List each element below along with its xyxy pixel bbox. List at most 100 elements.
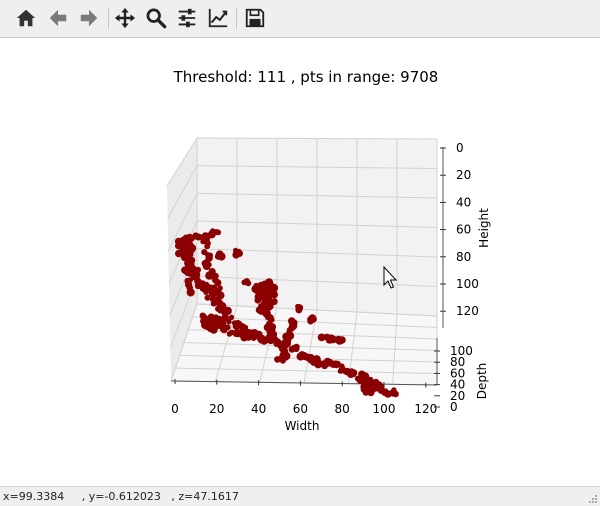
grid-lines <box>166 137 438 386</box>
line-chart-icon <box>208 8 228 28</box>
x-tick-label: 20 <box>209 402 224 416</box>
scatter-point <box>262 302 270 311</box>
scatter-point <box>221 308 229 316</box>
scatter-point <box>213 277 219 284</box>
scatter-point <box>194 266 202 274</box>
scatter-point <box>250 335 257 341</box>
scatter-point <box>369 387 376 394</box>
chart-title: Threshold: 111 , pts in range: 9708 <box>173 68 439 86</box>
scatter-point <box>226 318 232 325</box>
height-tick-label: 120 <box>456 304 479 318</box>
x-tick-label: 120 <box>414 402 437 416</box>
scatter-point <box>204 243 211 250</box>
depth-tick-label: 100 <box>450 344 473 358</box>
scatter-point <box>283 339 291 348</box>
zoom-button[interactable] <box>142 4 170 32</box>
height-axis-ticks: 0 20 40 60 80 100 120 <box>440 141 479 318</box>
scatter-point <box>208 289 217 298</box>
scatter-point <box>275 356 282 363</box>
magnifier-icon <box>146 8 167 29</box>
height-axis-label: Height <box>477 208 491 248</box>
scatter-point <box>222 325 229 331</box>
scatter-point <box>280 357 286 364</box>
height-tick-label: 100 <box>456 277 479 291</box>
depth-tick-label: 60 <box>450 366 465 380</box>
configure-subplots-button[interactable] <box>173 4 201 32</box>
scatter-point <box>245 334 252 340</box>
scatter-point <box>214 321 223 330</box>
grid-line <box>167 193 198 252</box>
depth-tick-label: 0 <box>450 400 458 414</box>
x-axis-label: Width <box>285 419 320 433</box>
scatter-point <box>334 335 343 344</box>
scatter-point <box>216 291 225 300</box>
mouse-cursor-icon <box>383 265 398 289</box>
x-tick-label: 100 <box>373 402 396 416</box>
grid-line <box>167 165 198 219</box>
edit-axis-button[interactable] <box>204 4 232 32</box>
height-tick-label: 40 <box>456 195 471 209</box>
depth-tick-label: 80 <box>450 355 465 369</box>
depth-axis-label: Depth <box>475 363 489 400</box>
scatter-point <box>245 280 252 287</box>
grid-line <box>196 165 438 169</box>
home-icon <box>16 9 36 27</box>
scatter-point <box>215 229 222 236</box>
grid-line <box>196 192 438 199</box>
grid-line <box>196 303 438 317</box>
x-tick-label: 0 <box>171 402 179 416</box>
scatter-points <box>174 228 399 398</box>
depth-tick-label: 40 <box>450 378 465 392</box>
grid-line <box>196 275 438 287</box>
scatter-point <box>317 334 325 341</box>
scatter-point <box>217 252 224 260</box>
resize-grip-icon[interactable] <box>588 494 598 504</box>
forward-button[interactable] <box>75 4 103 32</box>
x-tick-label: 80 <box>335 402 350 416</box>
scatter-point <box>186 288 195 297</box>
height-tick-label: 20 <box>456 168 471 182</box>
height-tick-label: 60 <box>456 223 471 237</box>
height-tick-label: 80 <box>456 250 471 264</box>
scatter-point <box>184 269 192 277</box>
arrow-right-icon <box>80 9 98 27</box>
cursor-coordinates: x=99.3384 , y=-0.612023 , z=47.1617 <box>3 490 239 503</box>
arrow-left-icon <box>49 9 67 27</box>
grid-line <box>183 342 438 351</box>
scatter-point <box>378 383 385 390</box>
scatter-point <box>349 370 357 378</box>
toolbar <box>0 0 600 38</box>
status-bar: x=99.3384 , y=-0.612023 , z=47.1617 <box>0 486 600 506</box>
scatter-point <box>210 300 217 307</box>
scatter-point <box>228 314 235 320</box>
x-tick-label: 40 <box>251 402 266 416</box>
scatter-point <box>338 366 347 374</box>
scatter-point <box>363 382 371 391</box>
figure-canvas[interactable]: Threshold: 111 , pts in range: 9708 0 20 4… <box>0 38 598 486</box>
back-button[interactable] <box>44 4 72 32</box>
toolbar-separator <box>108 8 109 29</box>
scatter-point <box>204 263 211 270</box>
scatter-point <box>195 233 203 241</box>
axis-lines <box>170 147 444 386</box>
home-button[interactable] <box>12 4 40 32</box>
depth-tick-label: 20 <box>450 389 465 403</box>
scatter-point <box>200 239 206 245</box>
scatter-point <box>392 390 399 398</box>
save-button[interactable] <box>241 4 269 32</box>
scatter-point <box>293 346 300 353</box>
pan-button[interactable] <box>111 4 139 32</box>
move-icon <box>114 7 136 29</box>
scatter-point <box>266 314 274 322</box>
toolbar-separator <box>236 8 237 29</box>
scatter-point <box>187 242 194 249</box>
scatter-point <box>259 294 266 301</box>
scatter-point <box>233 249 241 258</box>
scatter-point <box>207 252 214 259</box>
scatter-point <box>362 388 370 396</box>
grid-line <box>175 367 438 374</box>
scatter-point <box>174 237 183 245</box>
scatter-point <box>280 351 289 360</box>
